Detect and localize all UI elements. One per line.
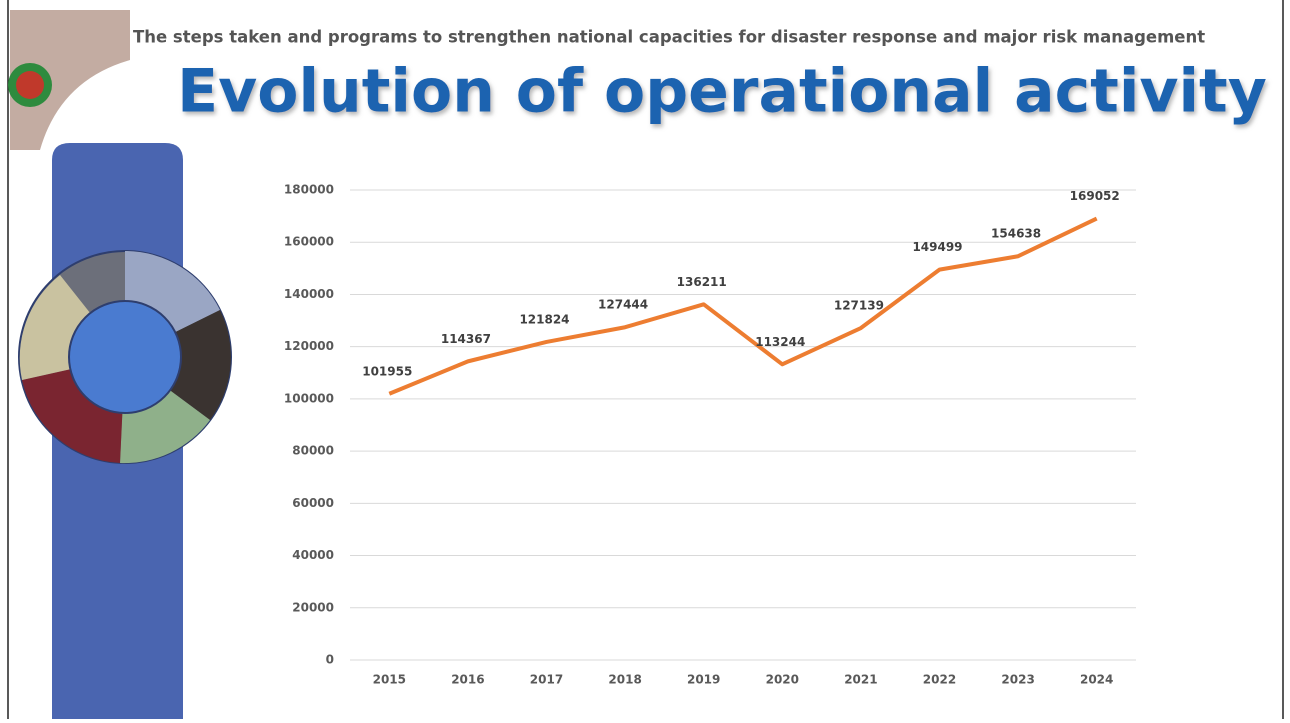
y-tick-label: 0 — [326, 653, 334, 667]
y-tick-label: 180000 — [284, 183, 334, 197]
x-tick-label: 2019 — [687, 673, 720, 687]
data-label: 149499 — [912, 240, 962, 254]
y-tick-label: 100000 — [284, 391, 334, 405]
photo-ring — [18, 250, 232, 464]
x-tick-label: 2021 — [844, 673, 877, 687]
slide-subtitle: The steps taken and programs to strength… — [133, 28, 1205, 47]
y-tick-label: 80000 — [292, 444, 334, 458]
x-tick-label: 2017 — [530, 673, 563, 687]
data-label: 169052 — [1070, 189, 1120, 203]
y-tick-label: 60000 — [292, 496, 334, 510]
data-label: 127139 — [834, 299, 884, 313]
x-tick-label: 2015 — [373, 673, 406, 687]
x-tick-label: 2023 — [1001, 673, 1034, 687]
x-tick-label: 2024 — [1080, 673, 1113, 687]
x-tick-label: 2016 — [451, 673, 484, 687]
x-tick-label: 2018 — [608, 673, 641, 687]
y-tick-label: 120000 — [284, 339, 334, 353]
x-tick-label: 2022 — [923, 673, 956, 687]
y-tick-label: 40000 — [292, 548, 334, 562]
y-tick-label: 20000 — [292, 600, 334, 614]
slide-title: Evolution of operational activity — [177, 57, 1267, 127]
line-chart: 0 20000 40000 60000 80000 100000 120000 140000 1… — [284, 183, 1136, 687]
data-label: 121824 — [519, 312, 569, 326]
logo-collage — [8, 10, 130, 150]
data-label: 114367 — [441, 332, 491, 346]
data-line — [388, 216, 1098, 396]
x-tick-label: 2020 — [766, 673, 799, 687]
data-label: 154638 — [991, 227, 1041, 241]
data-label: 127444 — [598, 298, 648, 312]
y-tick-label: 160000 — [284, 235, 334, 249]
data-label: 113244 — [755, 335, 805, 349]
data-label: 136211 — [677, 275, 727, 289]
y-tick-label: 140000 — [284, 287, 334, 301]
data-label: 101955 — [362, 364, 412, 378]
